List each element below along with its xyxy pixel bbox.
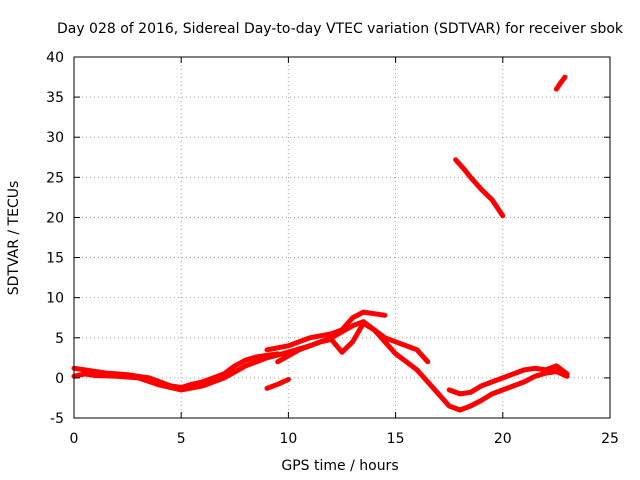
chart-title: Day 028 of 2016, Sidereal Day-to-day VTE… <box>57 21 624 37</box>
x-tick-label: 0 <box>70 431 79 447</box>
series-track-2 <box>71 319 366 393</box>
y-tick-label: 35 <box>46 90 64 106</box>
y-tick-label: 25 <box>46 170 64 186</box>
y-tick-label: 10 <box>46 291 64 307</box>
x-tick-label: 15 <box>387 431 405 447</box>
x-axis-label: GPS time / hours <box>281 458 398 474</box>
series-group <box>71 74 570 413</box>
x-tick-label: 5 <box>177 431 186 447</box>
series-track-3 <box>264 309 388 353</box>
x-tick-label: 10 <box>279 431 297 447</box>
y-tick-label: 20 <box>46 210 64 226</box>
y-tick-label: 40 <box>46 50 64 66</box>
series-track-7 <box>264 377 291 391</box>
series-track-5 <box>360 319 570 413</box>
y-tick-label: 0 <box>55 371 64 387</box>
y-tick-label: 15 <box>46 251 64 267</box>
plot-frame <box>73 56 611 419</box>
axes: 0 5 10 15 20 25 -5 0 5 10 15 20 25 30 35 40 <box>46 50 619 447</box>
x-tick-label: 20 <box>494 431 512 447</box>
y-tick-label: -5 <box>50 411 64 427</box>
y-tick-label: 5 <box>55 331 64 347</box>
x-tick-label: 25 <box>601 431 619 447</box>
series-track-6 <box>446 363 570 397</box>
series-track-1 <box>71 351 281 390</box>
grid <box>74 57 610 418</box>
series-track-8 <box>453 157 506 219</box>
series-track-9 <box>553 74 568 92</box>
y-axis-label: SDTVAR / TECUs <box>6 181 22 296</box>
y-tick-label: 30 <box>46 130 64 146</box>
